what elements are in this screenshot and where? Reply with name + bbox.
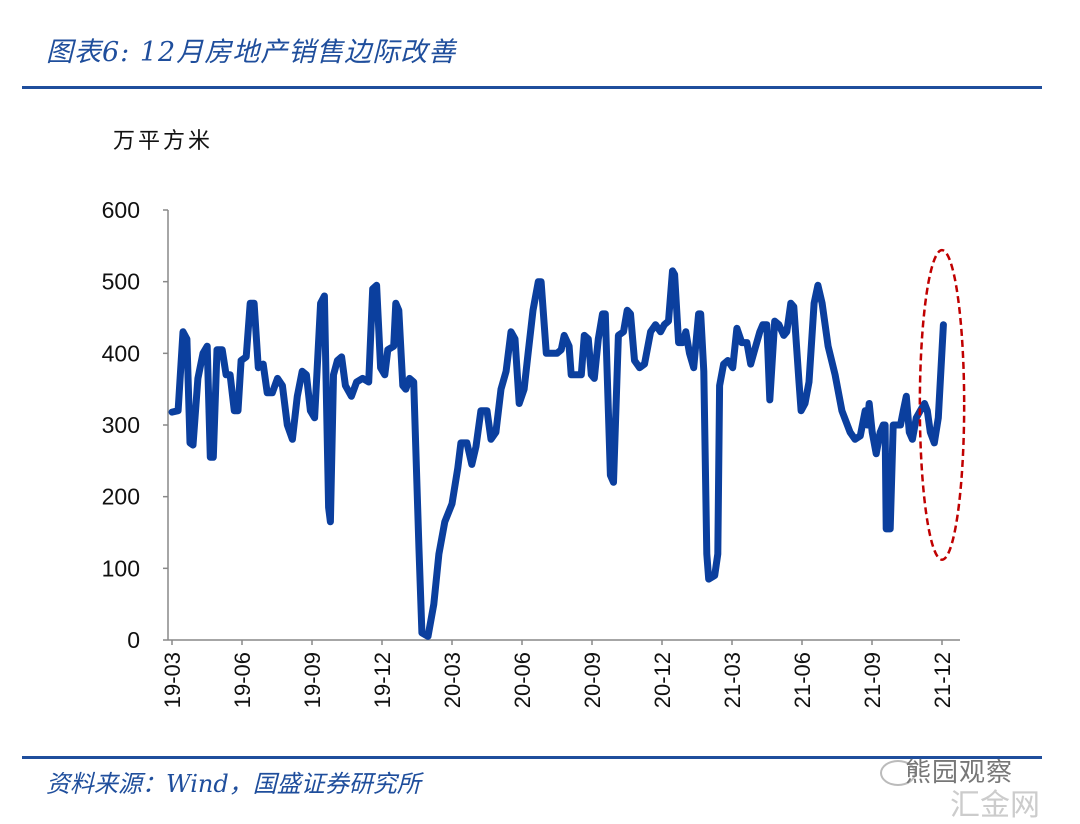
x-tick-label: 21-03 bbox=[720, 652, 745, 708]
x-tick-label: 19-06 bbox=[230, 652, 255, 708]
x-tick-label: 19-12 bbox=[370, 652, 395, 708]
x-tick-label: 21-09 bbox=[860, 652, 885, 708]
y-tick-label: 400 bbox=[102, 340, 140, 366]
x-tick-label: 20-06 bbox=[510, 652, 535, 708]
series-line bbox=[172, 271, 943, 637]
y-tick-label: 500 bbox=[102, 269, 140, 295]
y-tick-label: 100 bbox=[102, 555, 140, 581]
x-tick-label: 21-06 bbox=[790, 652, 815, 708]
x-tick-label: 19-09 bbox=[300, 652, 325, 708]
y-tick-label: 200 bbox=[102, 484, 140, 510]
x-tick-label: 20-12 bbox=[650, 652, 675, 708]
y-tick-label: 600 bbox=[102, 197, 140, 223]
bottom-divider bbox=[22, 756, 1042, 759]
watermark-secondary: 汇金网 bbox=[950, 780, 1040, 824]
x-tick-label: 20-03 bbox=[440, 652, 465, 708]
y-tick-label: 0 bbox=[127, 627, 140, 653]
source-note: 资料来源：Wind，国盛证券研究所 bbox=[46, 764, 421, 799]
x-tick-label: 21-12 bbox=[930, 652, 955, 708]
y-tick-label: 300 bbox=[102, 412, 140, 438]
x-tick-label: 20-09 bbox=[580, 652, 605, 708]
x-tick-label: 19-03 bbox=[160, 652, 185, 708]
